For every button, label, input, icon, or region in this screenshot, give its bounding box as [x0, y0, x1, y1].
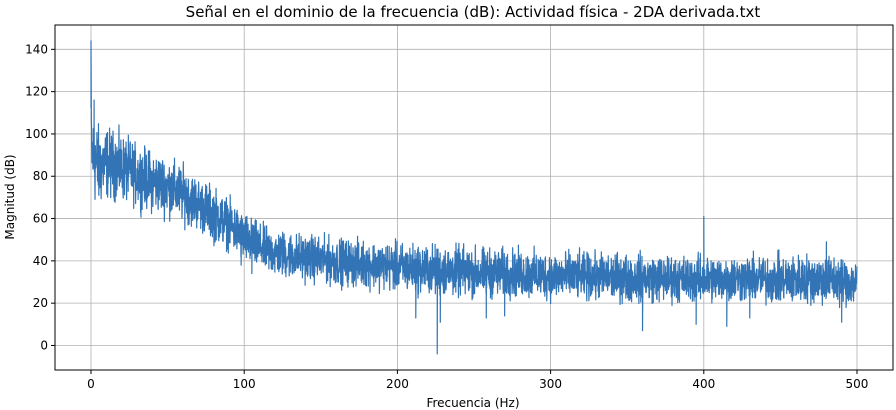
y-tick-label: 20 [33, 296, 48, 310]
y-tick-label: 120 [25, 85, 48, 99]
plot-frame [54, 24, 894, 371]
x-tick-label: 400 [692, 377, 715, 391]
y-tick-label: 60 [33, 212, 48, 226]
x-tick-label: 100 [233, 377, 256, 391]
x-axis: 0 100 200 300 400 500 [87, 370, 868, 391]
series-path [90, 40, 858, 355]
x-tick-label: 300 [539, 377, 562, 391]
series-line [90, 40, 858, 355]
y-tick-label: 100 [25, 127, 48, 141]
x-tick-label: 500 [846, 377, 869, 391]
y-tick-label: 140 [25, 42, 48, 56]
x-tick-label: 200 [386, 377, 409, 391]
y-axis-label: Magnitud (dB) [3, 154, 17, 239]
chart-title: Señal en el dominio de la frecuencia (dB… [186, 3, 761, 21]
y-tick-label: 40 [33, 254, 48, 268]
grid [55, 25, 893, 370]
y-tick-label: 0 [40, 338, 48, 352]
y-tick-label: 80 [33, 169, 48, 183]
x-tick-label: 0 [87, 377, 95, 391]
y-axis: 0 20 40 60 80 100 120 140 [25, 42, 55, 352]
x-axis-label: Frecuencia (Hz) [426, 396, 519, 410]
